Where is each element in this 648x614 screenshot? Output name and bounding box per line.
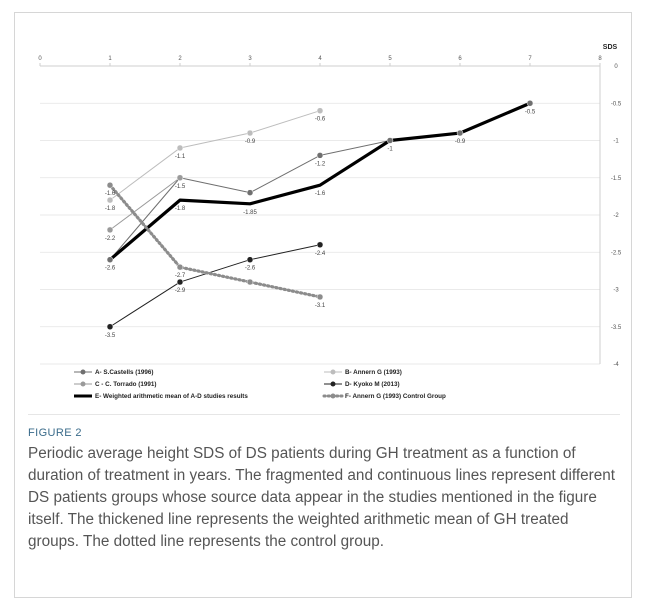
data-label: -2.6 <box>105 266 116 272</box>
data-point <box>176 174 184 181</box>
figure-frame <box>14 12 632 598</box>
y-tick-label: -4 <box>613 362 619 368</box>
data-label: -1.8 <box>105 206 116 212</box>
data-label: -0.9 <box>455 139 466 145</box>
divider <box>28 414 620 415</box>
data-point <box>316 107 324 114</box>
data-point <box>316 293 324 301</box>
data-label: -0.6 <box>315 117 326 123</box>
legend-marker <box>330 393 336 399</box>
data-label: -3.1 <box>315 303 326 309</box>
data-label: -2.4 <box>315 251 326 257</box>
data-label: -2.6 <box>245 266 256 272</box>
data-point <box>316 241 324 249</box>
x-tick-label: 2 <box>178 56 182 62</box>
x-tick-label: 7 <box>528 56 532 62</box>
data-point <box>176 263 184 271</box>
series-line <box>109 102 531 261</box>
data-label: -1.6 <box>315 191 326 197</box>
y-tick-label: -0.5 <box>611 101 622 107</box>
series-line <box>108 101 531 261</box>
data-point <box>246 278 254 286</box>
figure-caption: Periodic average height SDS of DS patien… <box>28 445 616 550</box>
data-point <box>386 137 394 144</box>
legend-label: F- Annern G (1993) Control Group <box>345 393 446 400</box>
legend-marker <box>80 381 86 387</box>
data-label: -1.8 <box>175 206 186 212</box>
data-label: -1.1 <box>175 154 186 160</box>
y-tick-label: -1.5 <box>611 176 622 182</box>
data-label: -0.9 <box>245 139 256 145</box>
y-axis-label: SDS <box>603 44 618 51</box>
x-tick-label: 8 <box>598 56 602 62</box>
figure-label: FIGURE 2 <box>28 427 82 439</box>
data-label: -1 <box>387 147 393 153</box>
data-point <box>106 256 114 263</box>
data-point <box>106 181 114 189</box>
data-point <box>106 226 114 234</box>
data-label: -0.5 <box>525 109 536 115</box>
data-point <box>246 189 254 196</box>
y-tick-label: -2.5 <box>611 250 622 256</box>
data-point <box>246 129 254 137</box>
data-label: -3.5 <box>105 333 116 339</box>
y-tick-label: -3.5 <box>611 325 622 331</box>
x-tick-label: 3 <box>248 56 252 62</box>
series-line <box>108 183 322 299</box>
data-label: -1.6 <box>105 191 116 197</box>
data-label: -1.2 <box>315 161 326 167</box>
legend-label: C - C. Torrado (1991) <box>95 381 156 388</box>
legend-marker <box>330 369 336 375</box>
series-line <box>109 177 181 231</box>
y-tick-label: -2 <box>613 213 619 219</box>
x-tick-label: 5 <box>388 56 392 62</box>
legend-label: D- Kyoko M (2013) <box>345 381 400 388</box>
data-point <box>106 196 114 204</box>
data-point <box>106 323 114 330</box>
data-point <box>176 278 184 286</box>
data-label: -2.2 <box>105 236 116 242</box>
series-line <box>109 244 321 328</box>
data-point <box>526 100 534 107</box>
legend-marker <box>330 381 336 387</box>
x-tick-label: 0 <box>38 56 42 62</box>
data-label: -2.9 <box>175 288 186 294</box>
legend-label: B- Annern G (1993) <box>345 369 402 376</box>
data-point <box>316 152 324 159</box>
data-point <box>246 256 254 263</box>
data-point <box>456 129 464 137</box>
data-label: -2.7 <box>175 273 186 279</box>
data-point <box>176 144 184 152</box>
series-line <box>109 110 321 201</box>
data-label: -1.85 <box>243 210 257 216</box>
y-tick-label: -3 <box>613 288 619 294</box>
y-tick-label: 0 <box>614 64 618 70</box>
x-tick-label: 1 <box>108 56 112 62</box>
legend-label: E- Weighted arithmetic mean of A-D studi… <box>95 393 248 400</box>
x-tick-label: 4 <box>318 56 322 62</box>
line-chart: 0 1 2 3 4 5 6 7 8 0 -0.5 -1 -1.5 -2 -2.5 -3 -3.5 -4 SDS -2.… <box>38 44 622 400</box>
y-tick-label: -1 <box>613 139 619 145</box>
x-tick-label: 6 <box>458 56 462 62</box>
legend-label: A- S.Castells (1996) <box>95 369 153 376</box>
legend-marker <box>80 369 86 375</box>
data-label: -1.5 <box>175 184 186 190</box>
